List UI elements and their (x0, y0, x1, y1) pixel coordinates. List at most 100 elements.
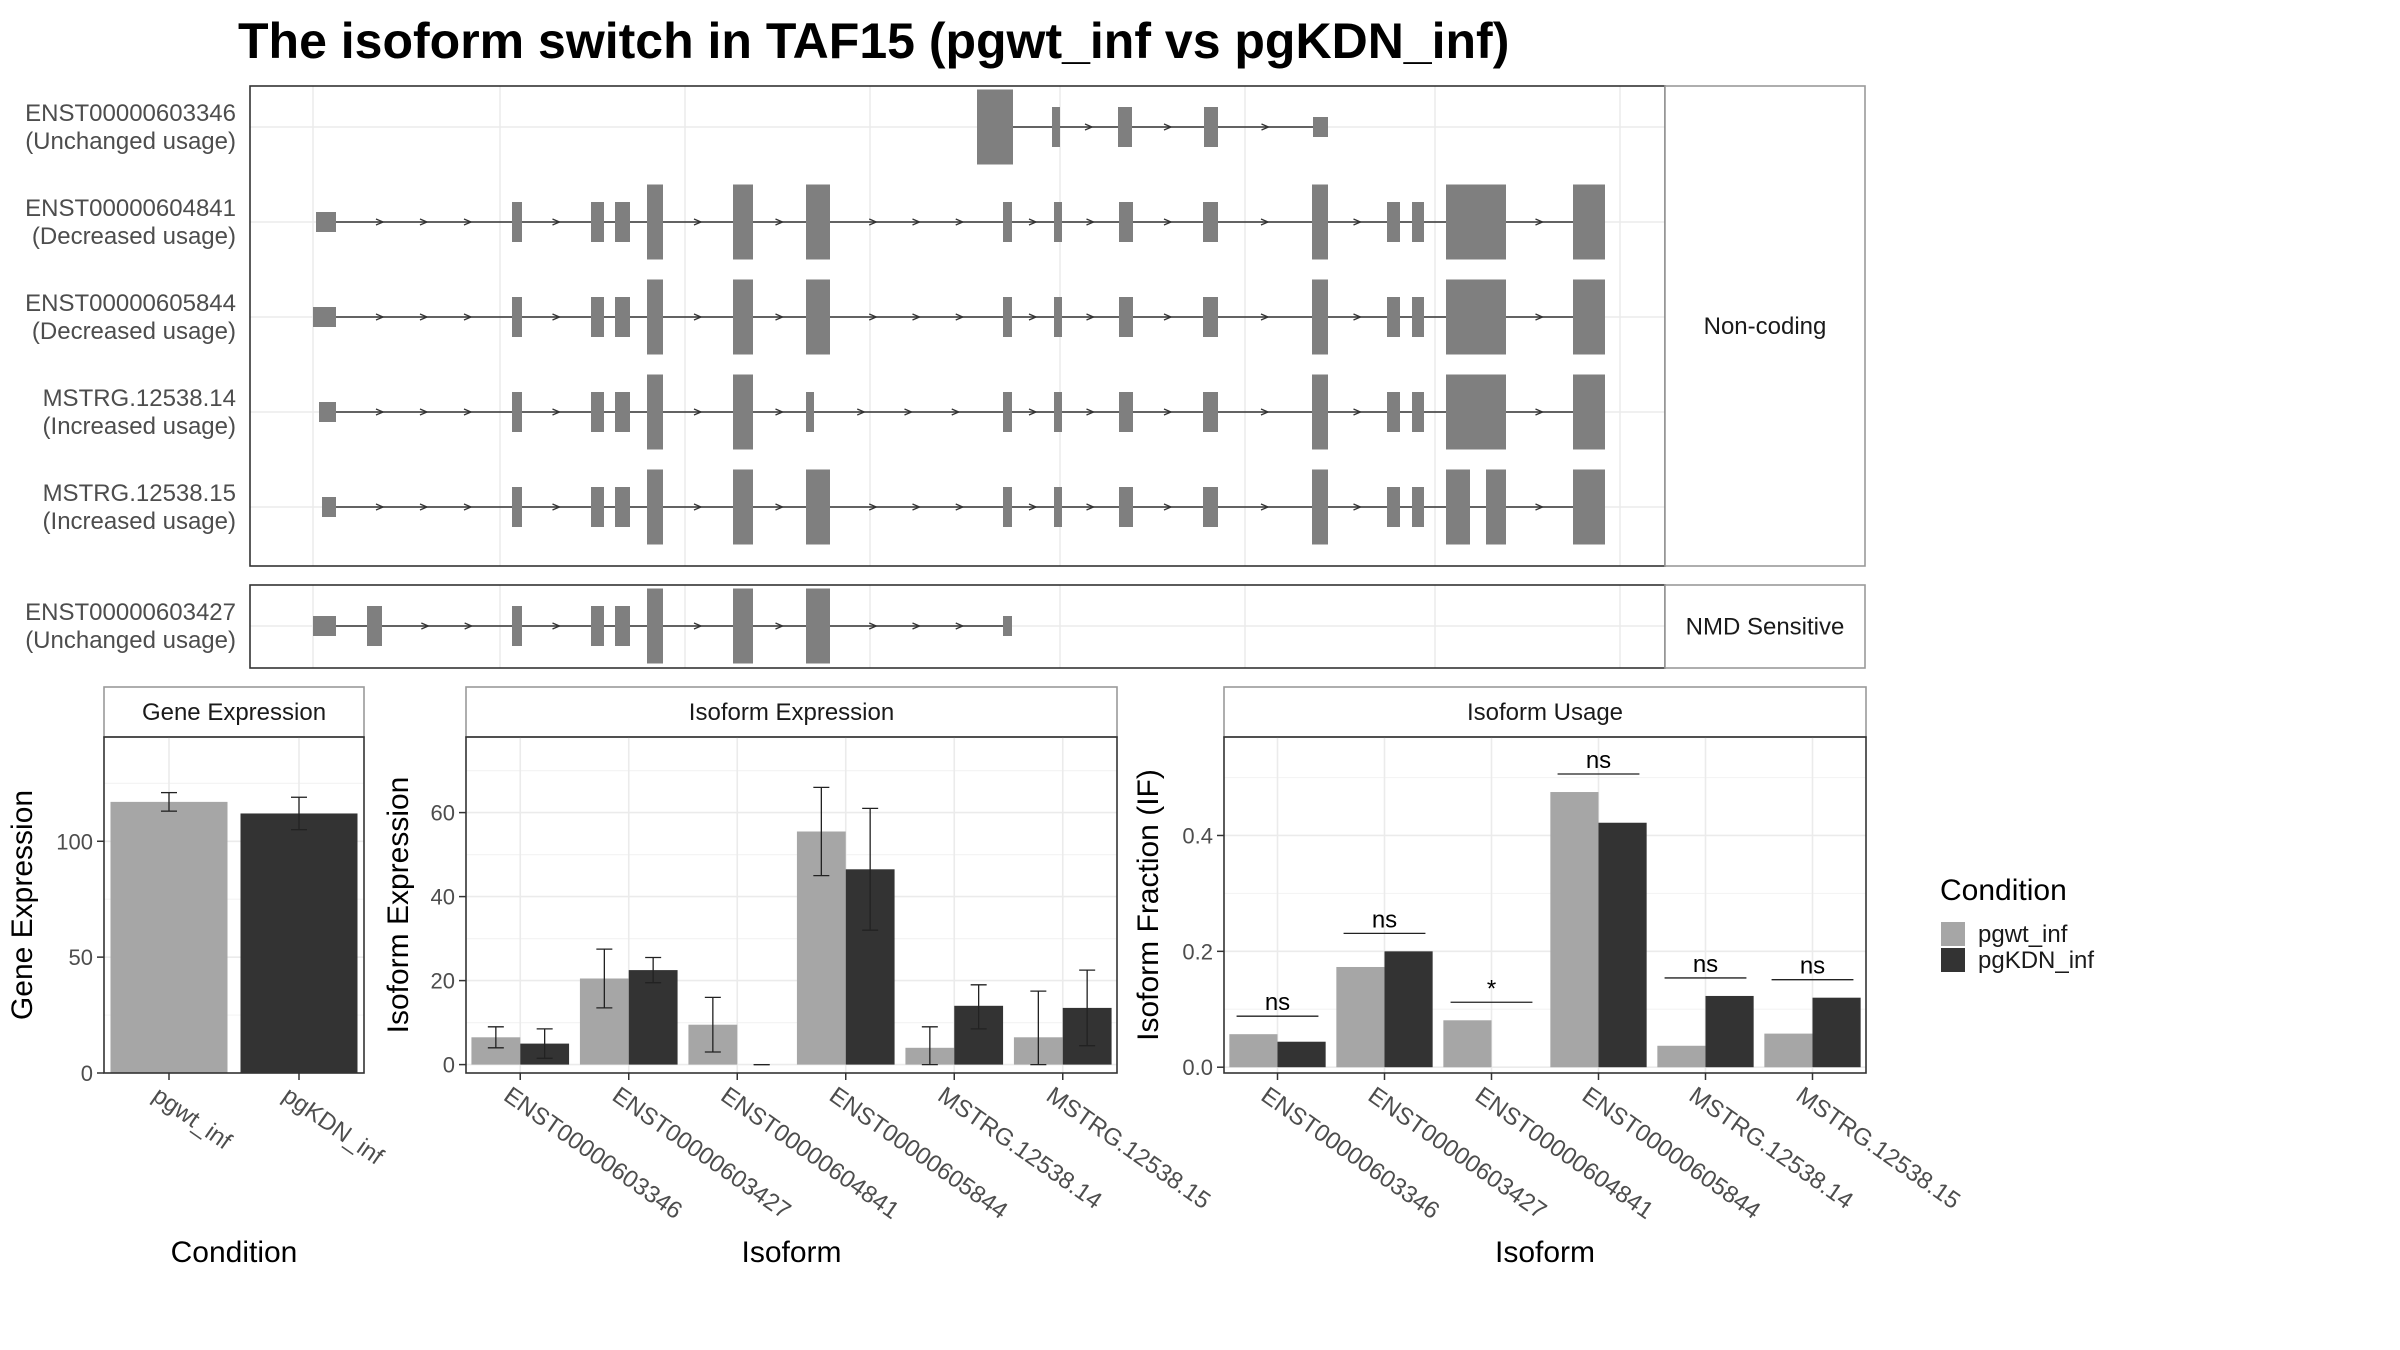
exon (512, 392, 522, 432)
intron-arrow (1353, 503, 1363, 511)
intron-arrow (419, 408, 429, 416)
facet-strip (1664, 584, 1866, 669)
y-axis-title: Isoform Fraction (IF) (1132, 769, 1165, 1041)
exon (615, 606, 630, 646)
panel-strip (1223, 686, 1867, 738)
y-axis-title: Gene Expression (6, 790, 39, 1020)
exon (647, 279, 663, 355)
intron-arrow (912, 218, 922, 226)
exon (1203, 487, 1218, 527)
exon (1054, 297, 1062, 337)
panel-strip-title: Isoform Expression (689, 699, 894, 726)
intron-arrow (856, 408, 866, 416)
transcript-ENST00000604841 (316, 184, 1605, 260)
intron-arrow (693, 503, 703, 511)
x-tick-label: ENST00000604841 (716, 1082, 904, 1225)
y-tick-label: 0.2 (1182, 939, 1213, 964)
exon (313, 616, 336, 636)
intron-arrow (1086, 313, 1096, 321)
exon (1312, 374, 1328, 450)
exon (615, 487, 630, 527)
intron-arrow (775, 218, 785, 226)
panel-border (1223, 736, 1867, 1074)
bar-pgwt_inf (110, 801, 228, 1073)
intron-arrow (421, 622, 430, 630)
x-tick-label: ENST00000603427 (607, 1082, 795, 1225)
exon (1313, 117, 1328, 137)
exon (1446, 184, 1506, 260)
structure-panel-1: Non-coding (249, 85, 1866, 567)
intron-arrow (463, 503, 473, 511)
exon (1204, 107, 1218, 147)
intron-arrow (1260, 313, 1270, 321)
significance-label: ns (1693, 951, 1718, 978)
exon (733, 469, 753, 545)
bar-ENST00000603346-pgKDN_inf (1277, 1041, 1326, 1068)
intron-arrow (868, 218, 878, 226)
intron-arrow (1260, 218, 1270, 226)
intron-arrow (868, 313, 878, 321)
exon (1119, 297, 1133, 337)
intron-arrow (1353, 218, 1363, 226)
exon (806, 184, 830, 260)
exon (806, 392, 814, 432)
significance-label: * (1487, 975, 1496, 1002)
intron-arrow (693, 408, 703, 416)
intron-arrow (1163, 218, 1173, 226)
x-tick-label: pgKDN_inf (278, 1082, 389, 1171)
x-tick-label: ENST00000604841 (1470, 1082, 1658, 1225)
intron-arrow (1163, 408, 1173, 416)
exon (1387, 487, 1400, 527)
intron-arrow (375, 313, 385, 321)
exon (647, 469, 663, 545)
exon (1573, 469, 1605, 545)
intron-arrow (955, 503, 965, 511)
exon (647, 588, 663, 664)
intron-arrow (1535, 313, 1545, 321)
exon (615, 297, 630, 337)
facet-strip-label: NMD Sensitive (1686, 614, 1845, 641)
exon (1387, 202, 1400, 242)
facet-strip (1664, 85, 1866, 567)
intron-arrow (1353, 408, 1363, 416)
intron-arrow (1163, 313, 1173, 321)
intron-arrow (1028, 218, 1038, 226)
x-axis-title: Isoform (741, 1236, 841, 1269)
x-axis-title: Condition (171, 1236, 298, 1269)
figure-title: The isoform switch in TAF15 (pgwt_inf vs… (238, 13, 1509, 69)
bar-MSTRG.12538.14-pgKDN_inf (1705, 995, 1754, 1068)
exon (1119, 392, 1133, 432)
exon (806, 279, 830, 355)
x-tick-label: ENST00000605844 (824, 1082, 1012, 1225)
exon (591, 487, 604, 527)
exon (316, 212, 336, 232)
exon (1054, 487, 1062, 527)
exon (1052, 107, 1060, 147)
exon (1312, 184, 1328, 260)
intron-arrow (912, 313, 922, 321)
transcript-label-id: ENST00000604841 (25, 195, 236, 222)
transcript-label-usage: (Increased usage) (43, 413, 236, 440)
exon (733, 374, 753, 450)
intron-arrow (904, 408, 914, 416)
intron-arrow (463, 218, 473, 226)
bar-MSTRG.12538.15-pgwt_inf (1764, 1033, 1813, 1068)
significance-label: ns (1265, 989, 1290, 1016)
intron-arrow (955, 218, 965, 226)
exon (1003, 392, 1012, 432)
panel-strip (465, 686, 1118, 738)
intron-arrow (1163, 503, 1173, 511)
exon (1446, 374, 1506, 450)
transcript-label-usage: (Unchanged usage) (25, 128, 236, 155)
y-tick-label: 40 (431, 885, 455, 910)
exon (1003, 616, 1012, 636)
y-tick-label: 100 (56, 829, 93, 854)
structure-panel-2: NMD Sensitive (249, 584, 1866, 669)
transcript-ENST00000605844 (313, 279, 1605, 355)
intron-arrow (419, 218, 429, 226)
intron-arrow (464, 622, 474, 630)
intron-arrow (955, 313, 965, 321)
bar-MSTRG.12538.14-pgwt_inf (1657, 1045, 1706, 1068)
exon (1387, 392, 1400, 432)
exon (647, 184, 663, 260)
